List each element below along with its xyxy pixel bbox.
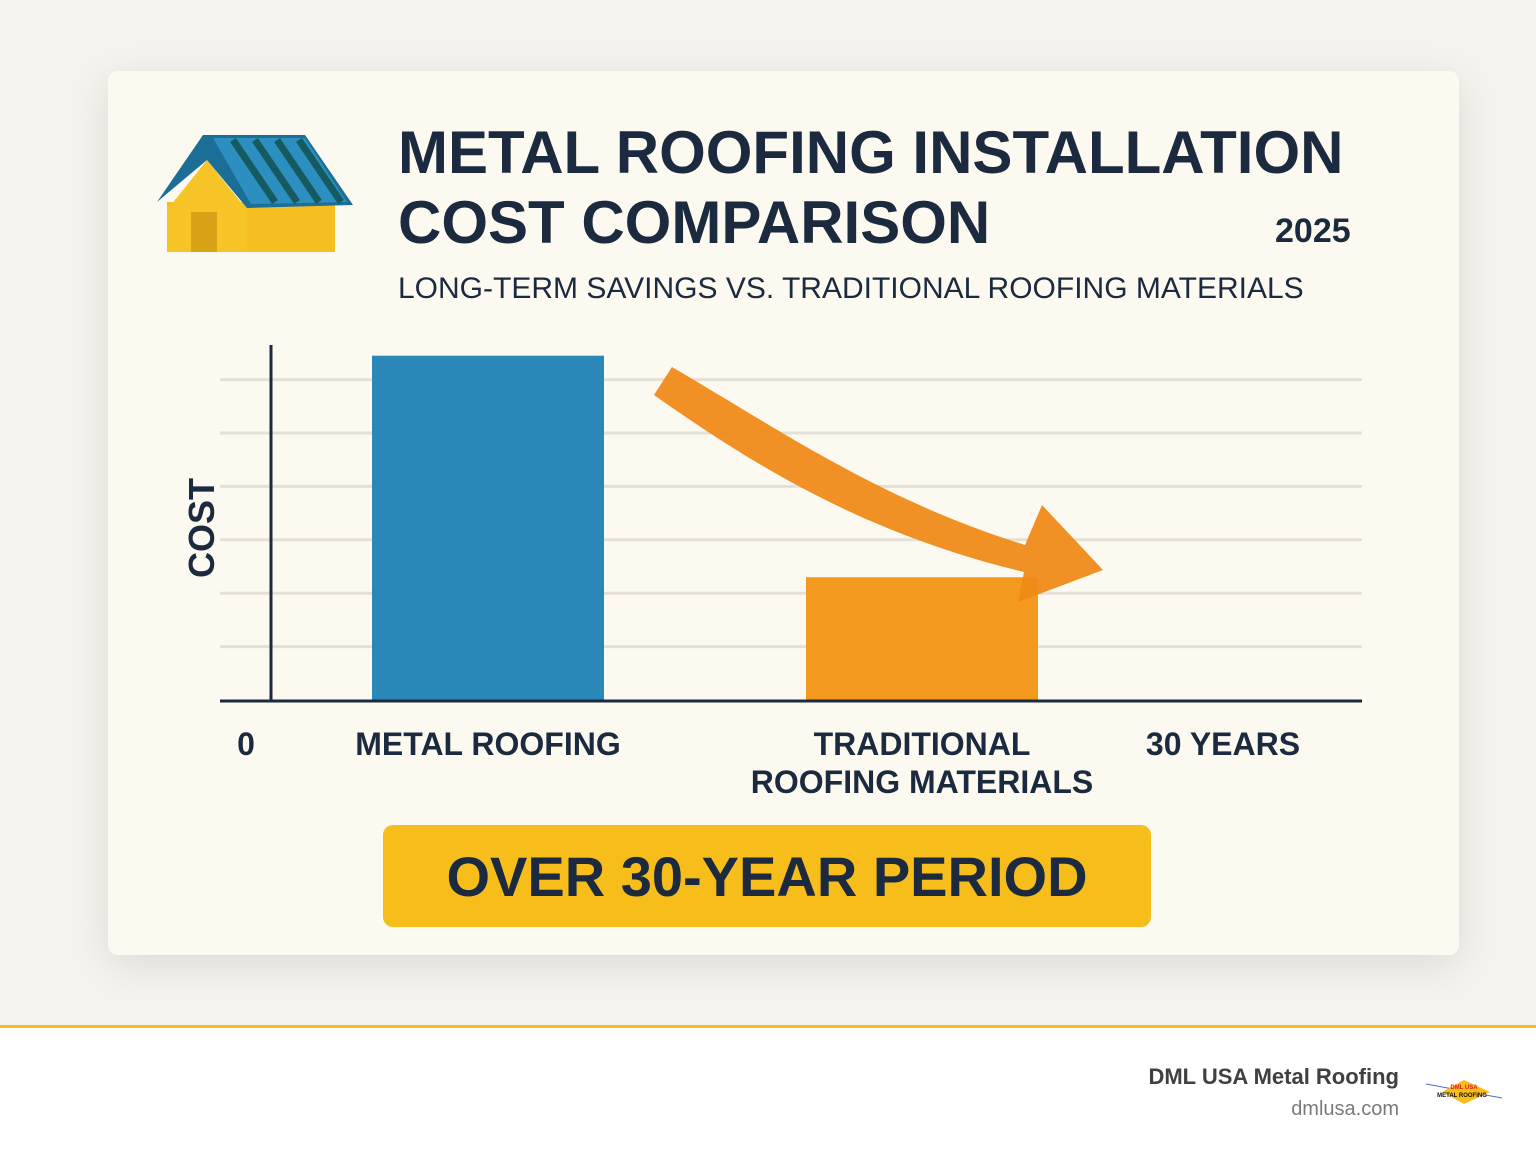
title-line-2: COST COMPARISON [398,189,991,256]
bar-chart: COST 0 30 YEARS METAL ROOFING TRADITIONAL… [181,345,1362,800]
bar-traditional-roofing [806,577,1038,700]
trend-arrow [654,367,1103,602]
y-axis-label: COST [181,478,222,578]
footer [0,1025,1536,1157]
year-label: 2025 [1275,212,1351,250]
svg-text:METAL ROOFING: METAL ROOFING [1437,1093,1487,1099]
category-label: TRADITIONAL [814,726,1031,762]
chart-title: METAL ROOFING INSTALLATION COST COMPARIS… [398,118,1343,258]
footer-brand: DML USA Metal Roofing [1148,1064,1399,1089]
period-banner: OVER 30-YEAR PERIOD [383,825,1151,927]
company-logo: DML USA METAL ROOFING [1425,1080,1503,1104]
category-label: ROOFING MATERIALS [751,764,1094,800]
category-label: METAL ROOFING [355,726,620,762]
svg-text:DML USA: DML USA [1450,1085,1478,1091]
house-icon [157,135,353,252]
footer-url[interactable]: dmlusa.com [1291,1098,1399,1120]
x-end-label: 30 YEARS [1146,726,1300,762]
chart-subtitle: LONG-TERM SAVINGS VS. TRADITIONAL ROOFIN… [398,272,1304,305]
bar-metal-roofing [372,355,604,700]
title-line-1: METAL ROOFING INSTALLATION [398,119,1344,186]
x-start-label: 0 [237,726,255,762]
